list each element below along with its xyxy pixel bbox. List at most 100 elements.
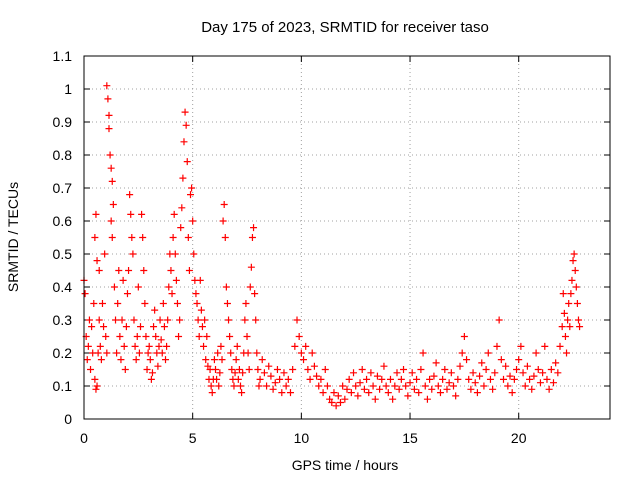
data-point xyxy=(572,283,580,291)
data-point xyxy=(439,375,447,383)
data-point xyxy=(179,174,187,182)
data-point xyxy=(228,366,236,373)
data-point xyxy=(85,316,93,324)
data-point xyxy=(220,201,228,208)
data-point xyxy=(244,349,252,357)
data-point xyxy=(193,300,201,307)
data-point xyxy=(131,342,139,350)
data-point xyxy=(502,362,510,370)
data-point xyxy=(175,333,183,340)
data-point xyxy=(297,349,305,357)
plot-frame xyxy=(83,55,611,420)
data-point xyxy=(250,224,258,232)
data-point xyxy=(406,379,414,387)
data-point xyxy=(556,342,564,350)
data-point xyxy=(454,375,462,383)
data-point xyxy=(115,267,123,274)
data-point xyxy=(230,382,238,390)
data-point xyxy=(84,342,92,350)
y-tick-label: 1.1 xyxy=(53,48,73,64)
data-point xyxy=(201,316,209,324)
x-tick-label: 10 xyxy=(294,430,310,446)
data-point xyxy=(235,366,243,373)
data-point xyxy=(181,108,189,116)
data-point xyxy=(184,234,192,241)
axis-ticks xyxy=(83,55,610,420)
data-point xyxy=(104,95,112,103)
data-point xyxy=(203,333,211,340)
data-point xyxy=(308,349,316,357)
data-point xyxy=(167,267,175,274)
data-point xyxy=(510,375,518,383)
data-point xyxy=(469,369,477,377)
data-point xyxy=(123,290,131,298)
data-point xyxy=(350,369,358,377)
data-point xyxy=(576,323,584,331)
data-point xyxy=(88,323,96,331)
data-point xyxy=(559,290,567,298)
data-point xyxy=(373,372,381,380)
data-point xyxy=(430,372,438,380)
data-point xyxy=(222,283,230,291)
data-point xyxy=(558,323,566,331)
data-point xyxy=(246,283,254,291)
data-point xyxy=(284,375,292,383)
data-point xyxy=(404,392,412,400)
data-point xyxy=(328,399,336,406)
data-point xyxy=(121,366,129,373)
data-point xyxy=(158,349,166,357)
data-point xyxy=(321,366,329,373)
data-point xyxy=(212,366,219,373)
data-point xyxy=(252,316,260,324)
data-point xyxy=(93,382,101,390)
data-point xyxy=(382,382,390,390)
data-point xyxy=(92,385,100,393)
data-point xyxy=(197,306,205,314)
data-point xyxy=(523,362,531,370)
y-tick-label: 0.5 xyxy=(53,246,73,262)
data-point xyxy=(345,375,353,383)
data-point xyxy=(126,191,134,199)
data-point xyxy=(214,349,222,357)
data-point xyxy=(97,356,105,364)
data-point xyxy=(419,349,427,357)
data-point xyxy=(98,300,106,307)
data-point xyxy=(465,375,473,383)
data-point xyxy=(513,366,521,373)
data-point xyxy=(395,385,403,393)
data-point xyxy=(319,389,327,397)
data-point xyxy=(447,369,455,377)
data-point xyxy=(155,342,163,350)
data-point xyxy=(313,372,321,380)
data-point xyxy=(400,366,408,373)
data-point xyxy=(185,267,193,274)
data-point xyxy=(539,369,547,377)
data-point xyxy=(225,316,233,324)
data-point xyxy=(242,300,250,307)
data-point xyxy=(241,316,249,324)
data-point xyxy=(570,250,578,258)
data-point xyxy=(233,342,241,350)
data-point xyxy=(138,210,146,218)
data-point xyxy=(530,372,538,380)
data-point xyxy=(95,316,103,324)
data-point xyxy=(380,362,388,370)
x-tick-label: 5 xyxy=(189,430,197,446)
data-point xyxy=(391,382,399,390)
data-point xyxy=(127,210,135,218)
x-tick-label: 20 xyxy=(511,430,527,446)
data-point xyxy=(165,283,173,291)
data-point xyxy=(574,316,582,324)
data-point xyxy=(141,300,149,307)
data-point xyxy=(330,389,338,397)
data-point xyxy=(519,369,527,377)
data-point xyxy=(491,369,499,377)
data-point xyxy=(238,389,246,397)
data-point xyxy=(300,356,308,364)
data-point xyxy=(543,375,551,383)
data-point xyxy=(122,323,130,331)
data-point xyxy=(458,349,466,357)
data-point xyxy=(100,323,108,331)
data-point xyxy=(119,276,127,284)
data-point xyxy=(508,389,516,397)
